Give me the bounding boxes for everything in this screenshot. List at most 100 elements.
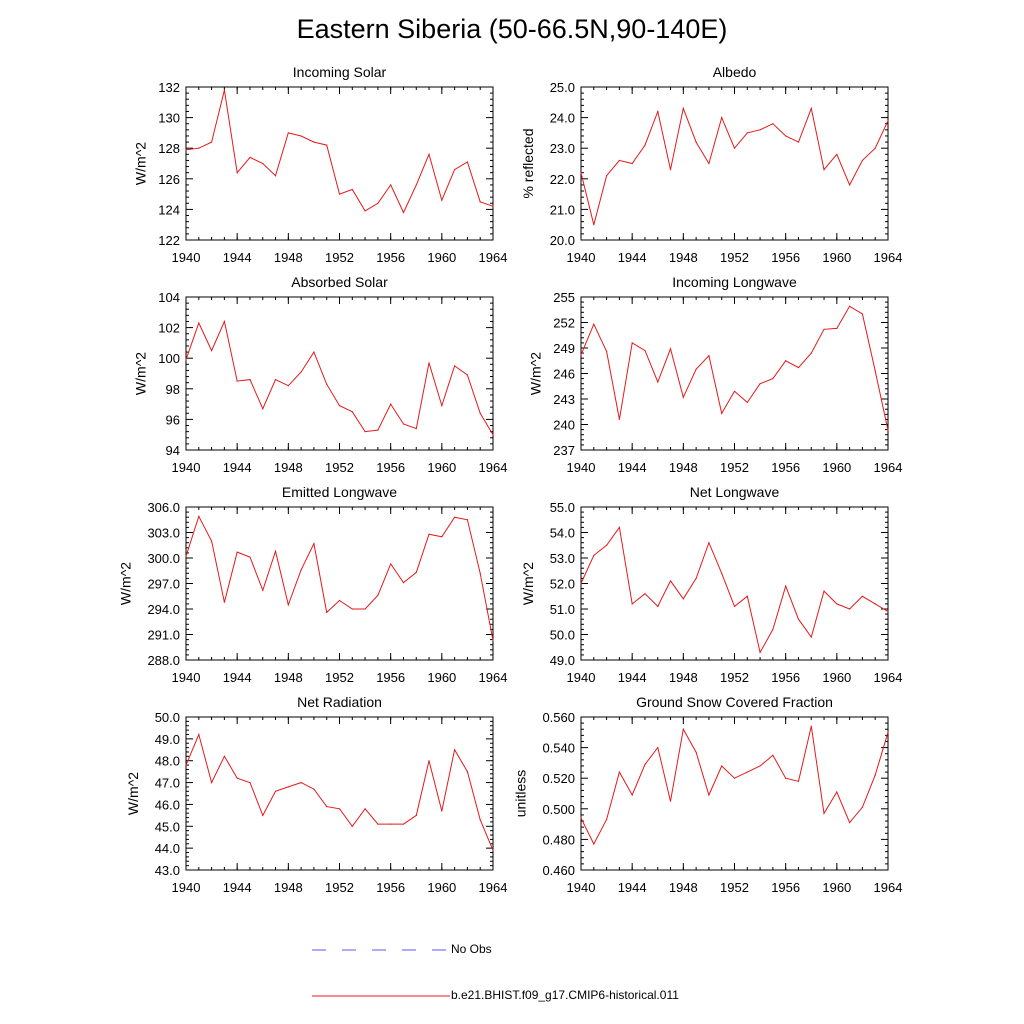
panel-title: Emitted Longwave: [282, 484, 397, 500]
data-point: [605, 544, 608, 546]
data-point: [454, 749, 456, 751]
data-point: [695, 368, 697, 370]
data-point: [441, 405, 443, 407]
data-point: [428, 760, 430, 762]
data-point: [390, 563, 392, 565]
data-point: [682, 107, 684, 110]
data-point: [695, 577, 697, 580]
y-tick-label: 100: [158, 351, 180, 366]
data-point: [593, 554, 595, 557]
data-point: [364, 431, 366, 433]
x-tick-label: 1948: [274, 460, 303, 475]
panel-1: 1940 1944 1948 1952 1956 1960 1964 122 124 126 128…: [133, 64, 508, 265]
y-tick-label: 53.0: [550, 551, 575, 566]
x-tick-label: 1952: [720, 880, 749, 895]
data-point: [415, 814, 417, 816]
data-point: [300, 569, 302, 571]
data-point: [593, 323, 595, 325]
x-tick-label: 1948: [274, 250, 303, 265]
data-point: [669, 169, 672, 171]
data-point: [479, 819, 481, 821]
data-point: [887, 120, 889, 122]
series-line: [185, 732, 494, 851]
data-point: [887, 429, 889, 432]
data-point: [338, 405, 341, 407]
data-point: [185, 359, 187, 361]
data-point: [287, 786, 289, 788]
data-point: [644, 349, 646, 352]
y-tick-label: 50.0: [155, 710, 180, 725]
data-point: [631, 342, 633, 344]
data-point: [364, 808, 366, 810]
series-line: [580, 305, 889, 431]
data-point: [249, 379, 251, 381]
data-point: [810, 107, 812, 110]
y-tick-label: 98: [166, 382, 180, 397]
data-point: [861, 595, 864, 597]
x-tick-label: 1952: [325, 250, 354, 265]
data-point: [249, 556, 251, 558]
x-tick-label: 1956: [771, 880, 800, 895]
y-tick-label: 0.480: [542, 832, 575, 847]
data-point: [210, 540, 213, 542]
y-tick-label: 20.0: [550, 233, 575, 248]
data-point: [210, 781, 213, 784]
data-point: [198, 515, 200, 517]
data-point: [708, 162, 710, 165]
data-point: [836, 603, 838, 605]
x-tick-label: 1952: [720, 460, 749, 475]
x-tick-label: 1964: [479, 460, 508, 475]
data-point: [708, 794, 710, 796]
data-point: [326, 611, 328, 614]
y-axis-label: W/m^2: [133, 352, 149, 395]
data-point: [351, 608, 353, 610]
x-tick-label: 1960: [822, 460, 851, 475]
y-axis-label: W/m^2: [133, 142, 149, 185]
y-tick-label: 132: [158, 80, 180, 95]
data-point: [210, 349, 213, 352]
data-point: [326, 806, 328, 808]
data-point: [262, 814, 264, 816]
data-point: [593, 843, 595, 845]
panel-7: 1940 1944 1948 1952 1956 1960 1964 43.0 44.0 45.0…: [125, 694, 507, 895]
data-point: [785, 777, 787, 779]
data-point: [874, 774, 876, 776]
data-point: [618, 159, 620, 162]
data-point: [618, 418, 620, 420]
data-point: [402, 211, 405, 214]
y-tick-label: 0.500: [542, 802, 575, 817]
data-point: [466, 771, 469, 773]
data-point: [441, 810, 443, 812]
data-point: [351, 188, 353, 191]
data-point: [593, 224, 595, 226]
x-tick-label: 1964: [874, 460, 903, 475]
panel-title: Incoming Solar: [293, 64, 387, 80]
y-tick-label: 22.0: [550, 172, 575, 187]
y-tick-label: 48.0: [155, 754, 180, 769]
data-point: [390, 184, 392, 186]
data-point: [797, 366, 800, 369]
y-tick-label: 102: [158, 321, 180, 336]
data-point: [313, 542, 315, 545]
x-tick-label: 1952: [720, 250, 749, 265]
x-tick-label: 1944: [618, 250, 647, 265]
y-tick-label: 44.0: [155, 841, 180, 856]
data-point: [861, 159, 864, 162]
data-point: [823, 169, 825, 171]
x-tick-label: 1948: [274, 880, 303, 895]
panel-title: Net Longwave: [690, 484, 780, 500]
data-point: [479, 412, 481, 414]
y-tick-label: 94: [166, 443, 180, 458]
y-tick-label: 303.0: [147, 526, 180, 541]
data-point: [746, 401, 748, 403]
data-point: [887, 610, 889, 613]
data-point: [733, 605, 736, 608]
x-tick-label: 1960: [427, 250, 456, 265]
data-point: [492, 205, 494, 207]
series-line: [185, 319, 494, 435]
data-point: [274, 175, 277, 177]
plot-frame: [580, 86, 889, 241]
y-tick-label: 128: [158, 141, 180, 156]
y-tick-label: 0.560: [542, 710, 575, 725]
y-tick-label: 52.0: [550, 577, 575, 592]
